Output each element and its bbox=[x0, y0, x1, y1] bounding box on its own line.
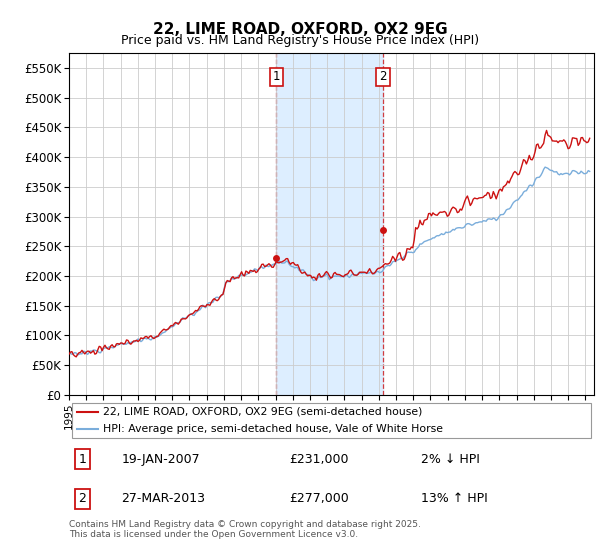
Text: 1: 1 bbox=[78, 453, 86, 466]
Text: 27-MAR-2013: 27-MAR-2013 bbox=[121, 492, 205, 505]
Text: HPI: Average price, semi-detached house, Vale of White Horse: HPI: Average price, semi-detached house,… bbox=[103, 424, 443, 435]
Text: £277,000: £277,000 bbox=[290, 492, 349, 505]
Text: Contains HM Land Registry data © Crown copyright and database right 2025.
This d: Contains HM Land Registry data © Crown c… bbox=[69, 520, 421, 539]
Text: 19-JAN-2007: 19-JAN-2007 bbox=[121, 453, 200, 466]
Text: 1: 1 bbox=[272, 71, 280, 83]
Text: 2: 2 bbox=[78, 492, 86, 505]
Text: Price paid vs. HM Land Registry's House Price Index (HPI): Price paid vs. HM Land Registry's House … bbox=[121, 34, 479, 46]
FancyBboxPatch shape bbox=[71, 403, 592, 438]
Text: 2% ↓ HPI: 2% ↓ HPI bbox=[421, 453, 479, 466]
Text: 22, LIME ROAD, OXFORD, OX2 9EG: 22, LIME ROAD, OXFORD, OX2 9EG bbox=[152, 22, 448, 38]
Bar bbox=[277, 53, 383, 395]
Text: £231,000: £231,000 bbox=[290, 453, 349, 466]
Text: 22, LIME ROAD, OXFORD, OX2 9EG (semi-detached house): 22, LIME ROAD, OXFORD, OX2 9EG (semi-det… bbox=[103, 407, 422, 417]
Text: 13% ↑ HPI: 13% ↑ HPI bbox=[421, 492, 487, 505]
Text: 2: 2 bbox=[379, 71, 387, 83]
